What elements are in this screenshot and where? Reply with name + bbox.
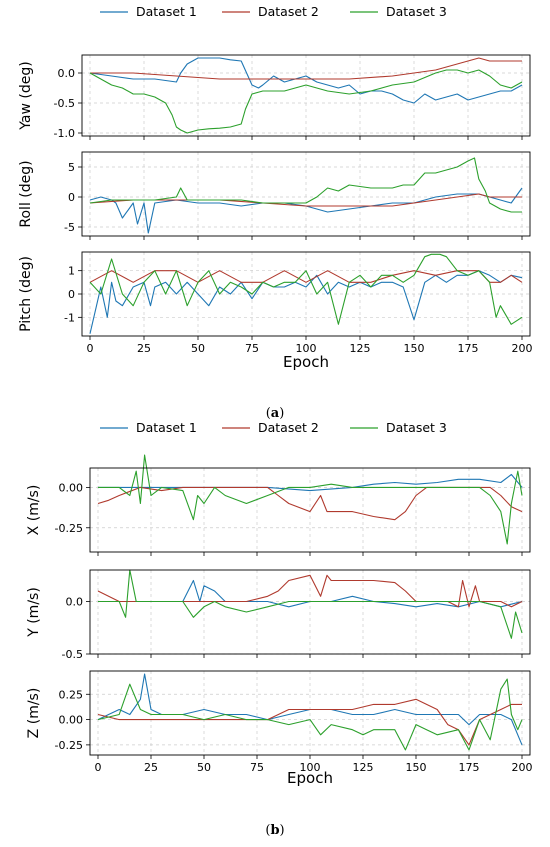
legend-item-3: Dataset 3	[350, 4, 447, 19]
y-tick-label: 0	[68, 288, 75, 301]
y-tick-label: -1	[64, 311, 75, 324]
caption-a: (a)	[266, 406, 285, 421]
series-line-dataset-1	[98, 579, 523, 608]
y-tick-label: 0.00	[59, 481, 84, 494]
panel-z-velocity: 0.25 0.00 -0.25 0 25 50 75 100 125 150 175 200 Z (m/…	[26, 670, 533, 787]
y-tick-label: -0.25	[55, 739, 83, 752]
series-line-dataset-2	[97, 698, 522, 746]
panel-y-velocity: 0.0 -0.5 Y (m/s)	[26, 569, 531, 661]
panel-pitch: 1 0 -1 0 25 50 75 100 125 150 175 200 Pitch (deg) Epo…	[18, 251, 533, 371]
series-line-dataset-1	[89, 187, 523, 234]
y-tick-label: 0	[68, 191, 75, 204]
series-line-dataset-3	[89, 253, 523, 325]
x-tick-label: 175	[458, 342, 479, 355]
legend-item-1: Dataset 1	[100, 4, 197, 19]
series-line-dataset-3	[98, 569, 523, 639]
series-line-dataset-3	[98, 454, 523, 545]
panel-roll: 5 0 -5 Roll (deg)	[18, 151, 531, 240]
legend-label: Dataset 2	[258, 4, 319, 19]
x-tick-label: 200	[512, 342, 533, 355]
x-tick-label: 100	[296, 342, 317, 355]
y-axis-label: Pitch (deg)	[18, 256, 34, 332]
legend-label: Dataset 1	[136, 420, 197, 435]
y-axis-label: Y (m/s)	[26, 587, 42, 638]
y-tick-label: 0.25	[59, 688, 84, 701]
legend-item-3: Dataset 3	[350, 420, 447, 435]
x-tick-label: 200	[512, 761, 533, 774]
x-tick-label: 150	[404, 342, 425, 355]
y-tick-label: 0.0	[58, 67, 76, 80]
y-tick-label: 0.0	[66, 596, 84, 609]
y-axis-label: Roll (deg)	[18, 160, 34, 227]
y-tick-label: -0.5	[62, 648, 83, 661]
y-tick-label: -0.5	[54, 97, 75, 110]
series-line-dataset-1	[97, 673, 523, 746]
legend-label: Dataset 3	[386, 4, 447, 19]
series-line-dataset-2	[97, 574, 523, 608]
x-tick-label: 100	[300, 761, 321, 774]
y-tick-label: -0.25	[55, 522, 83, 535]
series-line-dataset-3	[89, 157, 522, 213]
y-tick-label: 1	[68, 265, 75, 278]
series-line-dataset-3	[97, 678, 523, 751]
y-tick-label: 0.00	[59, 714, 84, 727]
y-axis-label: Z (m/s)	[26, 688, 42, 739]
x-tick-label: 150	[406, 761, 427, 774]
legend-item-1: Dataset 1	[100, 420, 197, 435]
y-tick-label: 5	[68, 161, 75, 174]
y-axis-label: X (m/s)	[26, 485, 42, 536]
panel-x-velocity: 0.00 -0.25 X (m/s)	[26, 454, 531, 556]
legend-label: Dataset 2	[258, 420, 319, 435]
x-tick-label: 125	[353, 761, 374, 774]
x-tick-label: 25	[144, 761, 158, 774]
legend-item-2: Dataset 2	[222, 4, 319, 19]
series-line-dataset-3	[89, 69, 523, 134]
x-axis-label: Epoch	[283, 353, 329, 371]
legend-item-2: Dataset 2	[222, 420, 319, 435]
legend-label: Dataset 3	[386, 420, 447, 435]
y-tick-label: -5	[64, 221, 75, 234]
x-tick-label: 0	[95, 761, 102, 774]
x-tick-label: 50	[197, 761, 211, 774]
caption-b: (b)	[265, 823, 284, 838]
x-tick-label: 75	[250, 761, 264, 774]
x-tick-label: 75	[245, 342, 259, 355]
x-tick-label: 125	[350, 342, 371, 355]
x-tick-label: 25	[137, 342, 151, 355]
x-tick-label: 50	[191, 342, 205, 355]
x-tick-label: 0	[87, 342, 94, 355]
legend-top-b: Dataset 1 Dataset 2 Dataset 3	[100, 420, 447, 435]
series-line-dataset-2	[90, 57, 522, 80]
series-line-dataset-1	[89, 270, 523, 334]
y-tick-label: -1.0	[54, 127, 75, 140]
legend-top-a: Dataset 1 Dataset 2 Dataset 3	[100, 4, 447, 19]
legend-label: Dataset 1	[136, 4, 197, 19]
y-axis-label: Yaw (deg)	[18, 61, 34, 130]
x-axis-label: Epoch	[287, 769, 333, 787]
panel-yaw: 0.0 -0.5 -1.0 Yaw (deg)	[18, 54, 531, 140]
series-line-dataset-1	[89, 57, 523, 104]
x-tick-label: 175	[459, 761, 480, 774]
